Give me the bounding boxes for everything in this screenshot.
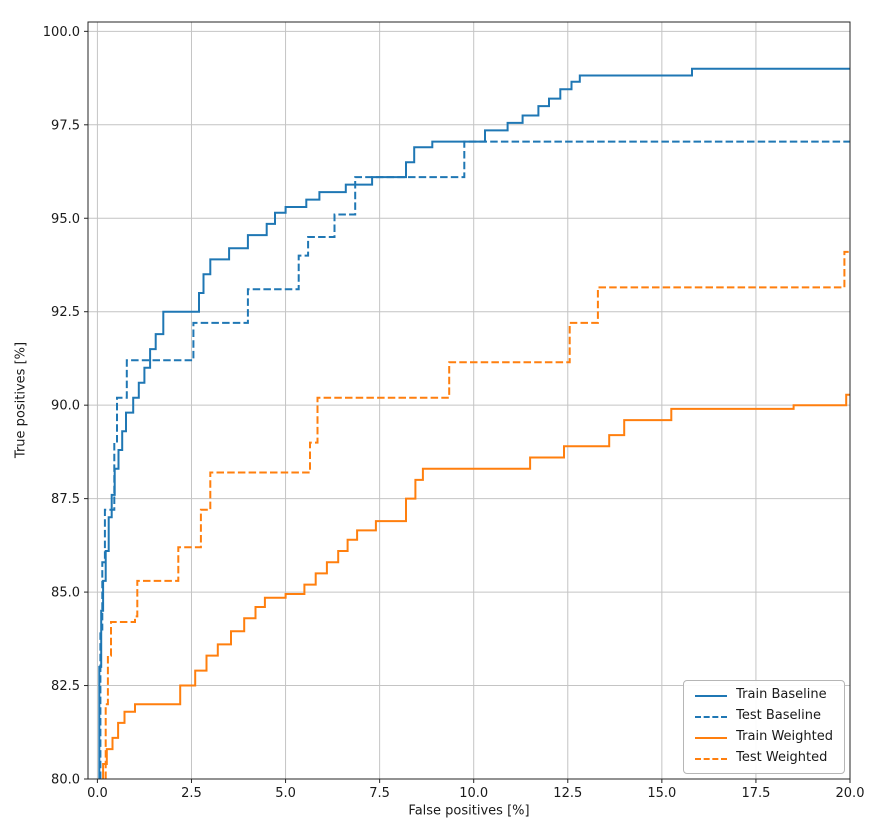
x-tick-label: 10.0 (459, 786, 488, 801)
legend-line-sample (695, 715, 728, 718)
legend-item-test-baseline: Test Baseline (695, 708, 833, 724)
legend: Train Baseline Test Baseline Train Weighte… (683, 680, 845, 774)
y-tick-label: 90.0 (51, 399, 80, 414)
x-tick-label: 15.0 (647, 786, 676, 801)
x-tick-label: 0.0 (87, 786, 108, 801)
series-test-weighted (104, 250, 850, 779)
legend-label: Test Weighted (736, 750, 828, 766)
legend-line-sample (695, 736, 728, 739)
y-tick-label: 100.0 (43, 25, 80, 40)
y-axis-label: True positives [%] (13, 341, 29, 459)
legend-line-sample (695, 757, 728, 760)
y-tick-label: 97.5 (51, 118, 80, 133)
y-tick-label: 85.0 (51, 586, 80, 601)
y-tick-label: 92.5 (51, 305, 80, 320)
x-axis-label: False positives [%] (408, 803, 530, 819)
x-tick-label: 5.0 (275, 786, 296, 801)
legend-line-sample (695, 694, 728, 697)
y-tick-label: 87.5 (51, 492, 80, 507)
legend-item-train-baseline: Train Baseline (695, 687, 833, 703)
series-test-baseline (99, 140, 850, 779)
y-tick-label: 82.5 (51, 679, 80, 694)
x-tick-label: 20.0 (836, 786, 865, 801)
x-tick-label: 17.5 (741, 786, 770, 801)
x-tick-label: 7.5 (369, 786, 390, 801)
x-tick-label: 2.5 (181, 786, 202, 801)
legend-label: Test Baseline (736, 708, 821, 724)
legend-label: Train Weighted (736, 729, 833, 745)
series-train-baseline (98, 67, 850, 779)
legend-item-test-weighted: Test Weighted (695, 750, 833, 766)
series-train-weighted (102, 393, 850, 779)
axes-frame (87, 21, 851, 780)
y-tick-label: 95.0 (51, 212, 80, 227)
x-tick-label: 12.5 (553, 786, 582, 801)
legend-label: Train Baseline (736, 687, 827, 703)
y-tick-label: 80.0 (51, 773, 80, 788)
legend-item-train-weighted: Train Weighted (695, 729, 833, 745)
